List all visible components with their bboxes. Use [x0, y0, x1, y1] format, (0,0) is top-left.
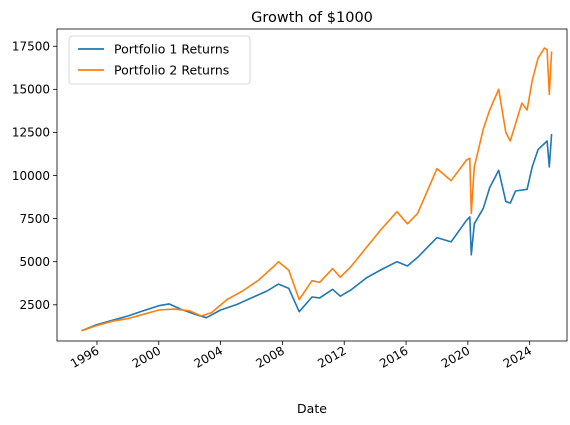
y-tick-label: 12500	[12, 126, 50, 140]
y-tick-label: 7500	[19, 212, 50, 226]
legend-label-portfolio-2: Portfolio 2 Returns	[114, 63, 229, 78]
chart-title: Growth of $1000	[251, 10, 373, 26]
plot-frame	[56, 28, 568, 342]
y-tick-label: 17500	[12, 40, 50, 54]
plot-lines	[81, 47, 553, 332]
y-axis: 2500 5000 7500 10000 12500 15000 17500	[12, 40, 57, 312]
y-tick-label: 5000	[19, 255, 50, 269]
series-line-2	[81, 47, 553, 332]
y-tick-label: 2500	[19, 298, 50, 312]
legend-label-portfolio-1: Portfolio 1 Returns	[114, 42, 229, 57]
x-axis-label: Date	[297, 401, 327, 416]
legend: Portfolio 1 Returns Portfolio 2 Returns	[68, 35, 251, 85]
y-tick-label: 10000	[12, 169, 50, 183]
y-tick-label: 15000	[12, 83, 50, 97]
legend-box	[68, 35, 251, 85]
